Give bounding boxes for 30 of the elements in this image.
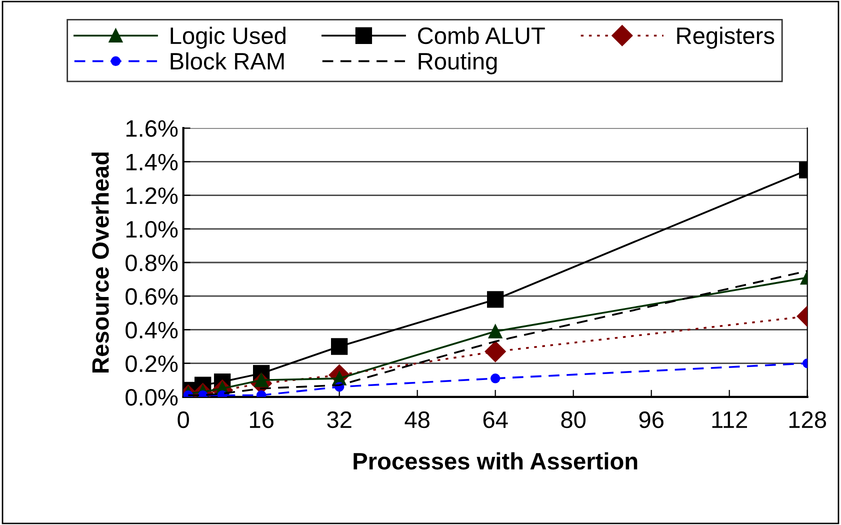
point — [490, 374, 500, 384]
y-axis-title: Resource Overhead — [92, 152, 109, 372]
x-axis-title: Processes with Assertion — [354, 452, 638, 470]
legend-label: Registers — [677, 26, 774, 49]
point — [331, 338, 348, 355]
x-tick-label: 32 — [327, 411, 352, 428]
y-tick-label: 1.0% — [126, 220, 178, 238]
y-tick-label: 0.8% — [126, 254, 178, 272]
y-tick-label: 0.6% — [126, 288, 178, 305]
y-tick-label: 0.4% — [126, 322, 178, 338]
y-tick-label: 1.6% — [126, 120, 178, 137]
x-tick-label: 48 — [404, 411, 430, 428]
x-tick-label: 96 — [639, 411, 664, 428]
legend-label: Routing — [418, 52, 497, 74]
y-tick-label: 1.4% — [126, 154, 178, 170]
y-tick-label: 0.2% — [126, 355, 178, 372]
x-tick-label: 16 — [250, 411, 274, 428]
point — [488, 324, 502, 338]
point — [487, 291, 504, 308]
x-tick-label: 112 — [712, 411, 747, 428]
y-tick-label: 1.2% — [126, 187, 178, 204]
point — [484, 341, 506, 362]
x-tick-label: 80 — [561, 411, 586, 428]
legend-label: Block RAM — [170, 52, 284, 70]
legend-label: Comb ALUT — [418, 26, 545, 44]
y-tick-label: 0.0% — [126, 388, 178, 406]
legend-label: Logic Used — [170, 26, 286, 49]
x-tick-label: 64 — [483, 411, 508, 428]
x-tick-label: 128 — [789, 411, 826, 428]
x-tick-label: 0 — [178, 411, 189, 428]
